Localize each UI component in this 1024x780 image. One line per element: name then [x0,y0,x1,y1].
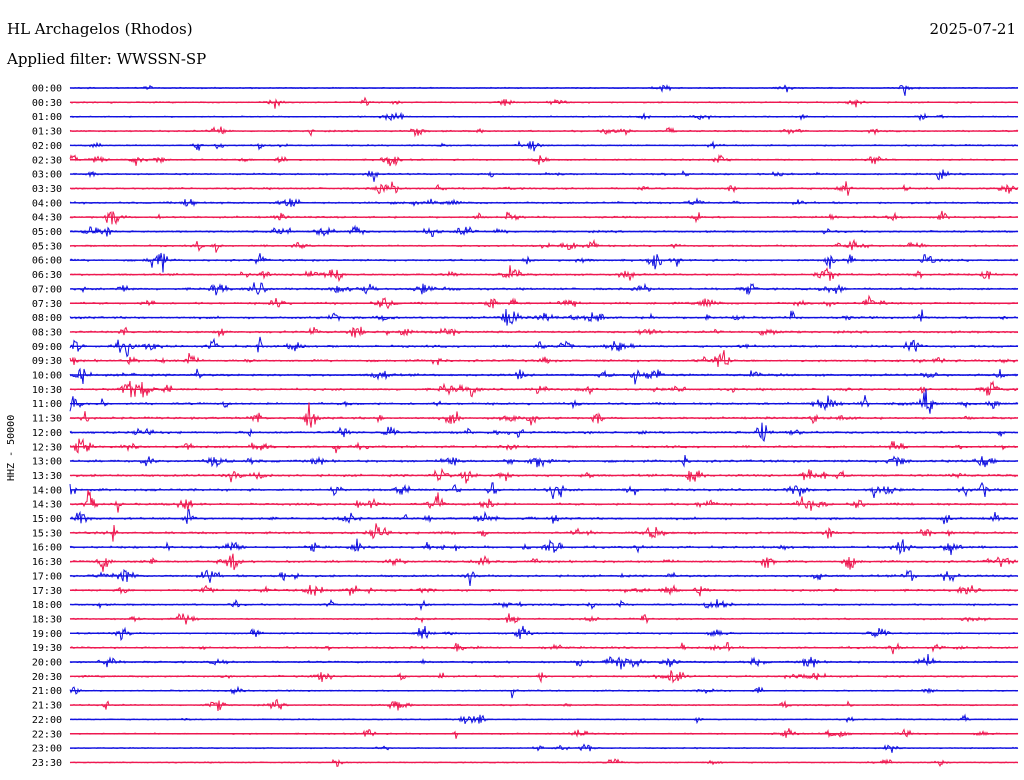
trace-line [69,685,1019,699]
trace-line [69,467,1019,484]
trace-line [69,508,1019,525]
trace-line [70,489,1019,513]
row-time-label: 11:30 [32,414,62,425]
trace-line [69,169,1019,182]
row-time-label: 00:30 [32,98,62,109]
trace-line [69,568,1019,586]
row-time-label: 09:30 [32,356,62,367]
row-time-label: 19:30 [32,643,62,654]
row-time-label: 21:30 [32,701,62,712]
row-time-label: 22:30 [32,729,62,740]
trace-line [69,294,1018,310]
record-date: 2025-07-21 [929,20,1016,38]
row-time-label: 19:00 [32,629,62,640]
trace-line [69,140,1019,152]
row-time-label: 06:30 [32,270,62,281]
row-time-label: 01:30 [32,127,62,138]
row-time-label: 20:00 [32,658,62,669]
trace-line [69,265,1019,283]
row-time-label: 23:00 [32,744,62,755]
trace-line [69,367,1019,385]
row-time-label: 00:00 [32,84,62,95]
trace-line [69,402,1019,428]
trace-line [69,481,1019,500]
trace-line [69,553,1019,572]
row-time-label: 02:30 [32,155,62,166]
row-time-label: 03:30 [32,184,62,195]
row-time-label: 08:30 [32,327,62,338]
row-time-label: 05:00 [32,227,62,238]
row-time-label: 18:30 [32,614,62,625]
row-time-label: 06:00 [32,256,62,267]
trace-line [69,437,1019,454]
row-time-label: 04:00 [32,198,62,209]
row-time-label: 12:00 [32,428,62,439]
filter-label: Applied filter: WWSSN-SP [7,50,207,68]
row-time-label: 04:30 [32,213,62,224]
row-time-label: 14:30 [32,500,62,511]
row-time-label: 10:00 [32,371,62,382]
trace-line [69,84,1019,96]
row-time-label: 16:30 [32,557,62,568]
row-time-label: 23:30 [32,758,62,769]
row-time-label: 07:30 [32,299,62,310]
row-time-label: 03:00 [32,170,62,181]
row-time-label: 14:00 [32,485,62,496]
station-title: HL Archagelos (Rhodos) [7,20,193,38]
row-time-label: 20:30 [32,672,62,683]
row-time-label: 21:00 [32,686,62,697]
row-time-label: 17:30 [32,586,62,597]
row-time-label: 12:30 [32,442,62,453]
row-time-label: 07:00 [32,284,62,295]
row-time-label: 05:30 [32,241,62,252]
row-time-label: 16:00 [32,543,62,554]
row-time-label: 01:00 [32,112,62,123]
row-time-label: 09:00 [32,342,62,353]
row-time-label: 22:00 [32,715,62,726]
row-time-label: 13:00 [32,457,62,468]
row-time-label: 15:00 [32,514,62,525]
trace-line [69,96,1019,109]
row-time-label: 15:30 [32,528,62,539]
trace-line [69,350,1019,368]
row-time-label: 13:30 [32,471,62,482]
trace-line [69,252,1019,273]
row-time-label: 18:00 [32,600,62,611]
row-time-label: 02:00 [32,141,62,152]
row-time-label: 11:00 [32,399,62,410]
row-time-label: 08:00 [32,313,62,324]
trace-line [69,388,1019,414]
row-time-label: 17:00 [32,571,62,582]
trace-line [69,153,1019,167]
row-time-label: 10:30 [32,385,62,396]
